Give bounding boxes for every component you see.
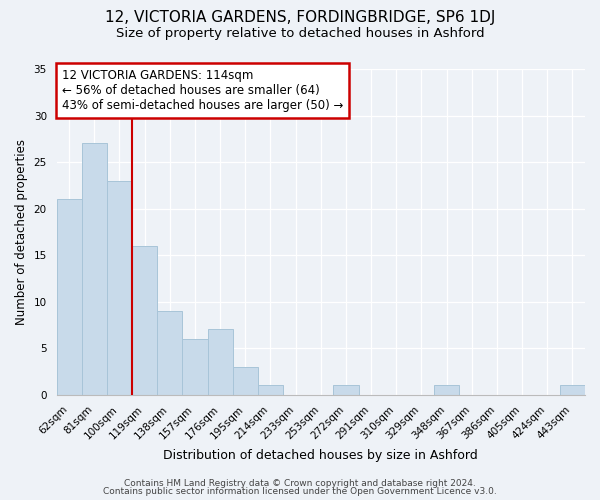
- Bar: [56, 199, 82, 394]
- Text: 12 VICTORIA GARDENS: 114sqm
← 56% of detached houses are smaller (64)
43% of sem: 12 VICTORIA GARDENS: 114sqm ← 56% of det…: [62, 69, 343, 112]
- Bar: [560, 386, 585, 394]
- Bar: [82, 144, 107, 394]
- Bar: [208, 330, 233, 394]
- Text: Contains public sector information licensed under the Open Government Licence v3: Contains public sector information licen…: [103, 487, 497, 496]
- Bar: [132, 246, 157, 394]
- Bar: [434, 386, 459, 394]
- Y-axis label: Number of detached properties: Number of detached properties: [15, 139, 28, 325]
- Bar: [334, 386, 359, 394]
- Text: Contains HM Land Registry data © Crown copyright and database right 2024.: Contains HM Land Registry data © Crown c…: [124, 478, 476, 488]
- X-axis label: Distribution of detached houses by size in Ashford: Distribution of detached houses by size …: [163, 450, 478, 462]
- Bar: [157, 311, 182, 394]
- Bar: [233, 366, 258, 394]
- Bar: [258, 386, 283, 394]
- Text: 12, VICTORIA GARDENS, FORDINGBRIDGE, SP6 1DJ: 12, VICTORIA GARDENS, FORDINGBRIDGE, SP6…: [105, 10, 495, 25]
- Text: Size of property relative to detached houses in Ashford: Size of property relative to detached ho…: [116, 28, 484, 40]
- Bar: [182, 339, 208, 394]
- Bar: [107, 180, 132, 394]
